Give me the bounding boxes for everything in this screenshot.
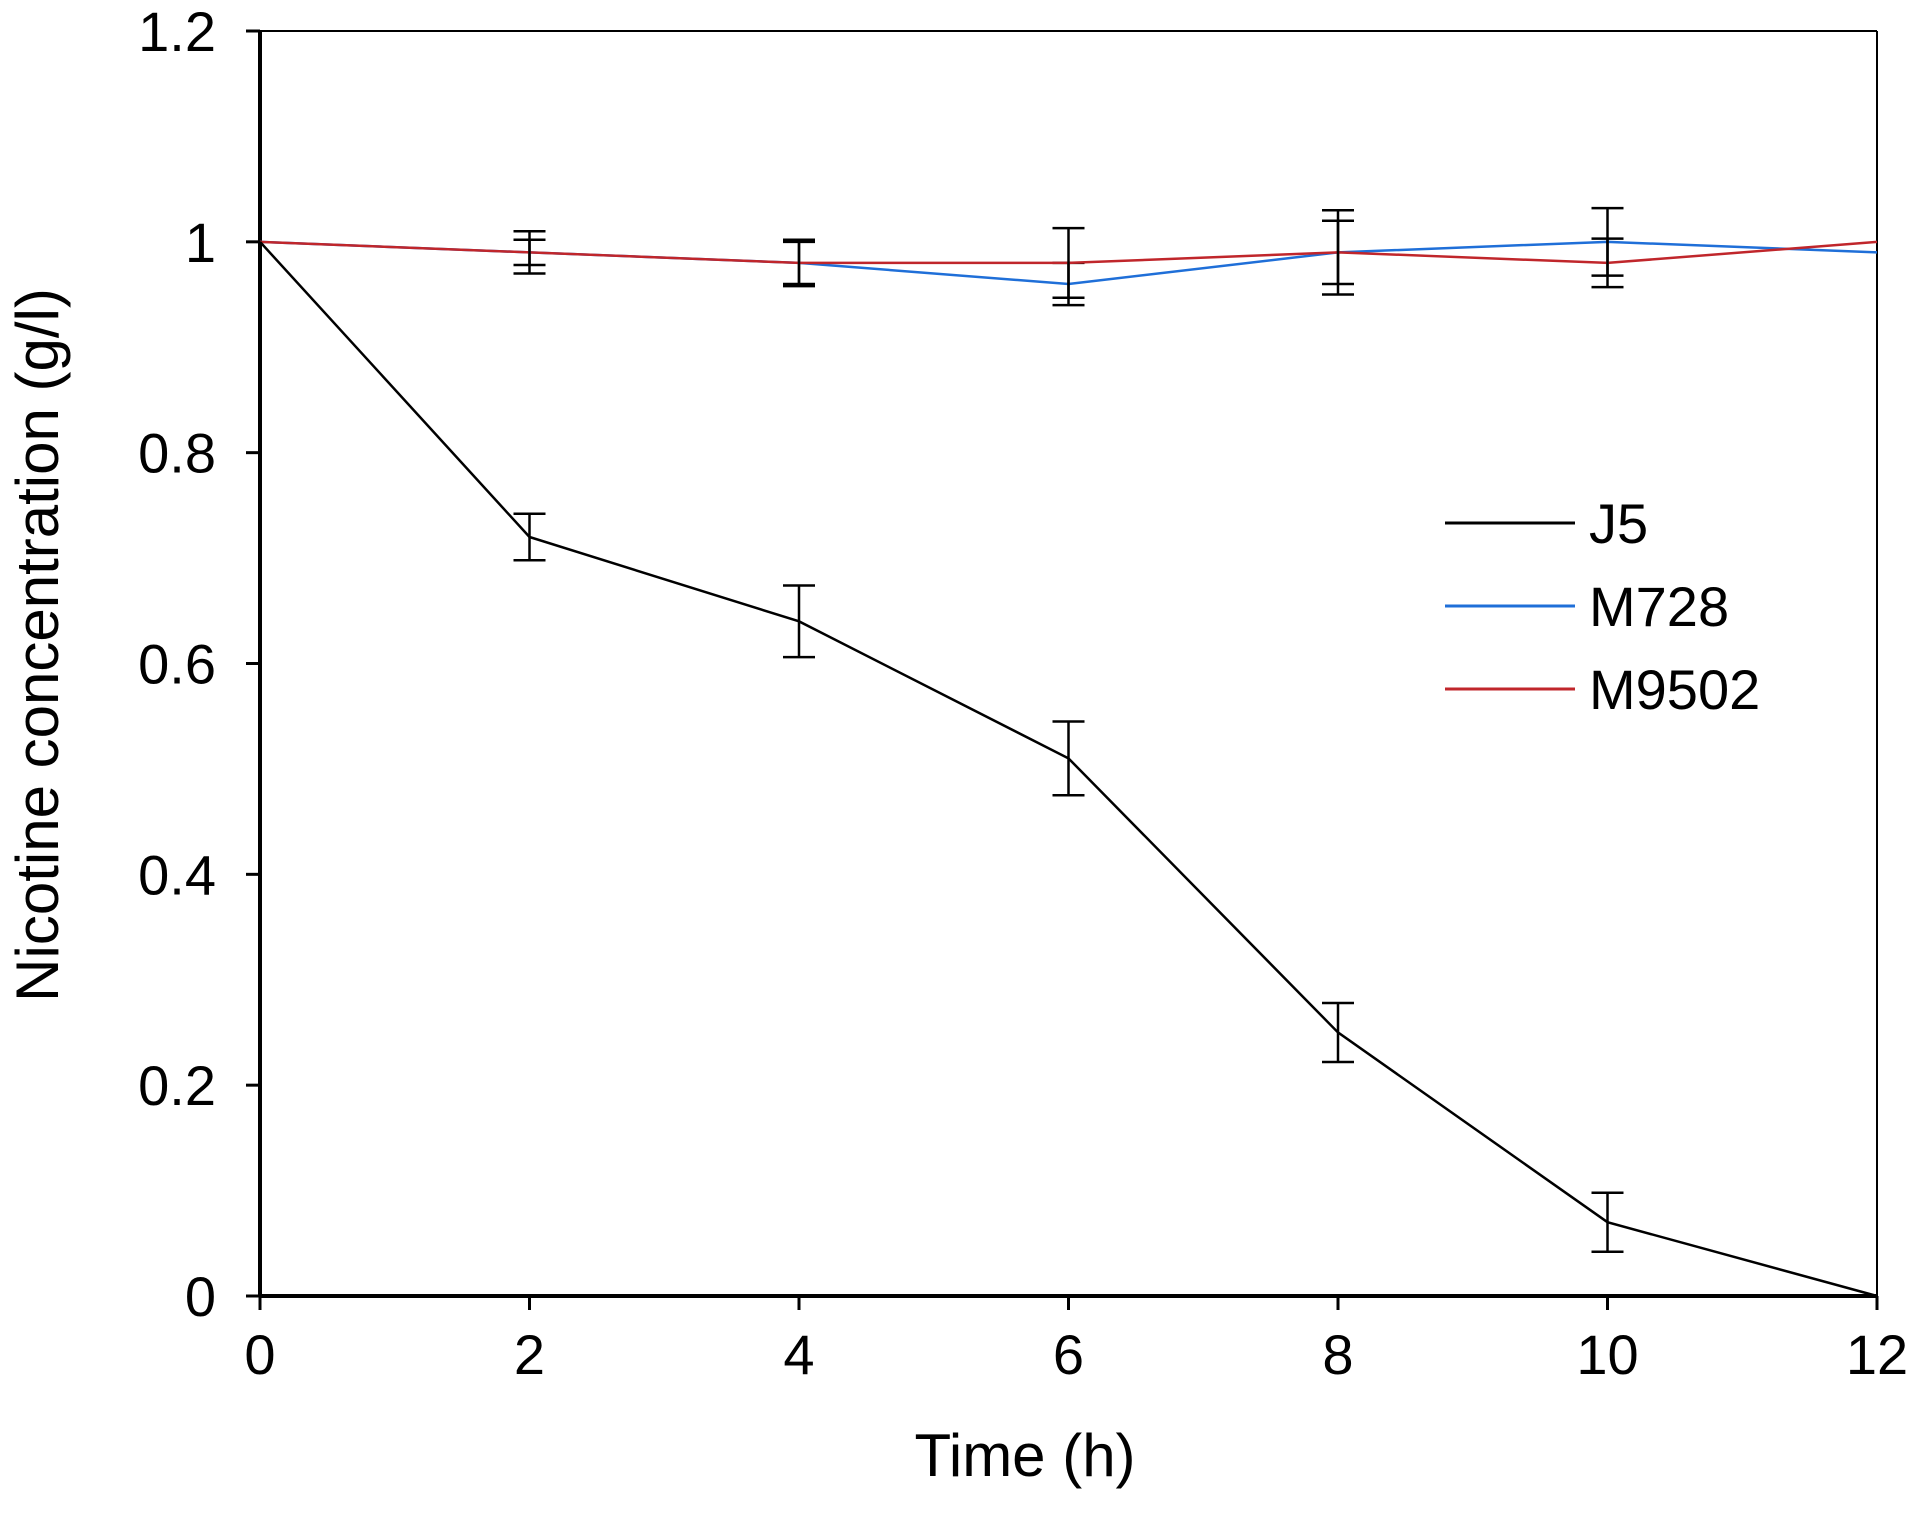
y-tick-label: 0.4 xyxy=(138,843,216,906)
legend-label-m9502: M9502 xyxy=(1589,658,1760,721)
y-tick-label: 1 xyxy=(185,211,216,274)
error-bar-m9502 xyxy=(1052,226,1085,299)
x-tick-label: 4 xyxy=(783,1323,814,1386)
series-j5 xyxy=(259,240,1878,1298)
error-bar-m9502 xyxy=(1591,237,1624,289)
x-tick-label: 2 xyxy=(514,1323,545,1386)
y-tick-label: 0.6 xyxy=(138,633,216,696)
y-tick-label: 0 xyxy=(185,1265,216,1328)
x-tick-label: 12 xyxy=(1846,1323,1908,1386)
y-axis-title: Nicotine concentration (g/l) xyxy=(4,288,71,1002)
error-bar-j5 xyxy=(1052,720,1085,797)
error-bar-j5 xyxy=(1591,1191,1624,1253)
x-tick-label: 8 xyxy=(1322,1323,1353,1386)
error-bar-m9502 xyxy=(1322,219,1354,286)
legend: J5 M728 M9502 xyxy=(1445,492,1760,721)
error-bar-j5 xyxy=(783,584,815,659)
x-tick-label: 10 xyxy=(1576,1323,1638,1386)
y-axis: 0 0.2 0.4 0.6 0.8 1 1.2 xyxy=(138,0,262,1328)
y-tick-label: 0.8 xyxy=(138,422,216,485)
legend-item-m728: M728 xyxy=(1445,575,1729,638)
error-bar-j5 xyxy=(1322,1001,1354,1064)
series-layer xyxy=(259,206,1878,1298)
series-m9502 xyxy=(259,219,1878,299)
error-bar-m9502 xyxy=(513,238,546,267)
x-axis: 0 2 4 6 8 10 12 xyxy=(244,1294,1908,1386)
legend-item-m9502: M9502 xyxy=(1445,658,1760,721)
y-tick-label: 1.2 xyxy=(138,0,216,63)
error-bar-j5 xyxy=(513,512,546,562)
x-tick-label: 6 xyxy=(1053,1323,1084,1386)
x-axis-title: Time (h) xyxy=(914,1422,1135,1489)
y-tick-label: 0.2 xyxy=(138,1054,216,1117)
error-bar-m9502 xyxy=(783,240,815,286)
legend-label-j5: J5 xyxy=(1589,492,1648,555)
legend-label-m728: M728 xyxy=(1589,575,1729,638)
legend-item-j5: J5 xyxy=(1445,492,1648,555)
x-tick-label: 0 xyxy=(244,1323,275,1386)
